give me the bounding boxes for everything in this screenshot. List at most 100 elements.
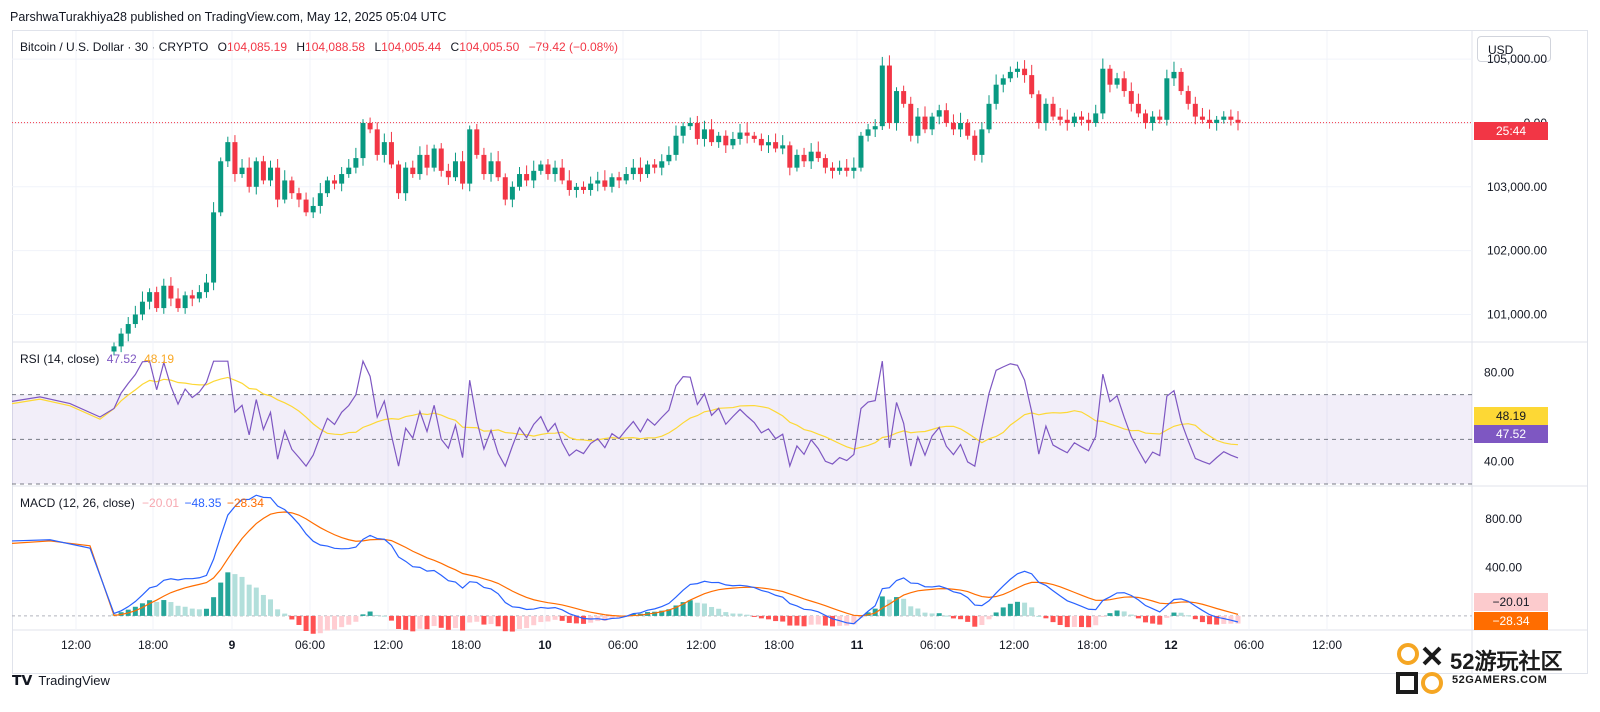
candle[interactable] <box>851 167 857 171</box>
candle[interactable] <box>452 161 458 178</box>
candle[interactable] <box>929 116 935 130</box>
candle[interactable] <box>1078 116 1084 120</box>
candle[interactable] <box>1128 91 1134 104</box>
candle[interactable] <box>1228 116 1234 120</box>
candle[interactable] <box>1107 68 1113 85</box>
candle[interactable] <box>161 285 167 309</box>
candle[interactable] <box>1178 71 1184 92</box>
candle[interactable] <box>388 142 394 165</box>
candle[interactable] <box>1185 91 1191 104</box>
candle[interactable] <box>524 174 530 181</box>
candle[interactable] <box>516 174 522 187</box>
candle[interactable] <box>246 167 252 187</box>
candle[interactable] <box>467 129 473 184</box>
candle[interactable] <box>1235 119 1241 123</box>
candle[interactable] <box>1114 78 1120 85</box>
candle[interactable] <box>303 199 309 213</box>
candle[interactable] <box>410 167 416 175</box>
candle[interactable] <box>396 164 402 194</box>
candle[interactable] <box>595 180 601 184</box>
candle[interactable] <box>1057 116 1063 120</box>
candle[interactable] <box>794 154 800 168</box>
candle[interactable] <box>1064 119 1070 123</box>
candle[interactable] <box>509 186 515 200</box>
candle[interactable] <box>147 292 153 302</box>
candle[interactable] <box>666 154 672 162</box>
candle[interactable] <box>460 161 466 184</box>
candle[interactable] <box>581 186 587 190</box>
candle[interactable] <box>694 122 700 139</box>
candle[interactable] <box>310 205 316 213</box>
candle[interactable] <box>1143 113 1149 123</box>
candle[interactable] <box>1157 116 1163 120</box>
candle[interactable] <box>737 132 743 139</box>
candle[interactable] <box>588 183 594 190</box>
footer-brand[interactable]: TradingView <box>38 673 110 688</box>
candle[interactable] <box>830 167 836 171</box>
candle[interactable] <box>1192 103 1198 117</box>
candle[interactable] <box>374 129 380 155</box>
candle[interactable] <box>787 145 793 168</box>
candle[interactable] <box>659 161 665 168</box>
candle[interactable] <box>1121 78 1127 92</box>
candle[interactable] <box>552 167 558 175</box>
candle[interactable] <box>765 142 771 146</box>
candle[interactable] <box>623 174 629 181</box>
candle[interactable] <box>780 145 786 149</box>
candle[interactable] <box>709 129 715 143</box>
candle[interactable] <box>637 167 643 175</box>
candle[interactable] <box>1171 71 1177 79</box>
candle[interactable] <box>872 126 878 130</box>
candle[interactable] <box>1014 68 1020 72</box>
candle[interactable] <box>630 167 636 175</box>
candle[interactable] <box>125 324 131 334</box>
candle[interactable] <box>282 180 288 200</box>
candle[interactable] <box>196 292 202 299</box>
candle[interactable] <box>339 174 345 184</box>
candle[interactable] <box>118 333 124 347</box>
macd-title[interactable]: MACD (12, 26, close) <box>20 496 135 510</box>
candle[interactable] <box>474 129 480 155</box>
candle[interactable] <box>844 167 850 171</box>
candle[interactable] <box>886 65 892 123</box>
candle[interactable] <box>943 110 949 123</box>
candle[interactable] <box>139 301 145 315</box>
candle[interactable] <box>1164 78 1170 120</box>
candle[interactable] <box>573 186 579 190</box>
candle[interactable] <box>324 180 330 194</box>
candle[interactable] <box>132 314 138 325</box>
candle[interactable] <box>1050 103 1056 117</box>
candle[interactable] <box>1214 119 1220 123</box>
candle[interactable] <box>111 346 117 352</box>
candle[interactable] <box>189 295 195 299</box>
candle[interactable] <box>645 164 651 175</box>
candle[interactable] <box>808 151 814 162</box>
candle[interactable] <box>950 122 956 130</box>
candle[interactable] <box>1199 116 1205 120</box>
candle[interactable] <box>723 135 729 146</box>
candle[interactable] <box>972 135 978 155</box>
candle[interactable] <box>260 161 266 181</box>
candle[interactable] <box>687 122 693 127</box>
candle[interactable] <box>154 292 160 309</box>
candle[interactable] <box>168 285 174 299</box>
candle[interactable] <box>894 91 900 123</box>
candle[interactable] <box>353 158 359 168</box>
candle[interactable] <box>481 154 487 175</box>
candle[interactable] <box>730 138 736 146</box>
candle[interactable] <box>275 167 281 200</box>
candle[interactable] <box>1100 68 1106 114</box>
candle[interactable] <box>652 164 658 168</box>
candle[interactable] <box>901 91 907 104</box>
candle[interactable] <box>801 154 807 162</box>
candle[interactable] <box>1071 116 1077 123</box>
candle[interactable] <box>289 180 295 194</box>
candle[interactable] <box>758 138 764 146</box>
candle[interactable] <box>211 212 217 283</box>
candle[interactable] <box>566 180 572 190</box>
candle[interactable] <box>815 151 821 159</box>
candle[interactable] <box>1000 78 1006 85</box>
candle[interactable] <box>701 129 707 139</box>
candle[interactable] <box>1150 116 1156 123</box>
